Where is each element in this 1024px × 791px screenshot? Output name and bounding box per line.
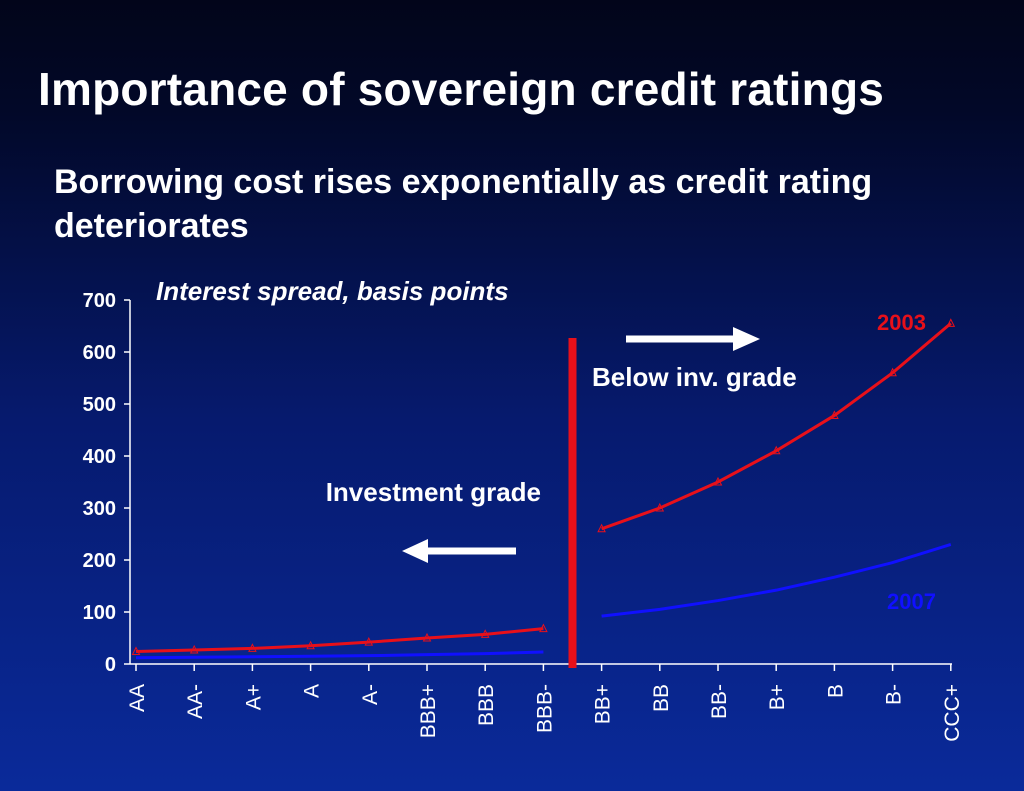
y-tick-label: 500 <box>83 394 116 416</box>
slide-title: Importance of sovereign credit ratings <box>38 63 885 115</box>
data-point-2003 <box>888 367 897 377</box>
data-point-2003 <box>771 445 781 455</box>
data-point-2003 <box>655 502 665 512</box>
x-tick-label: BB- <box>708 684 731 719</box>
x-tick-label: BB <box>650 684 673 712</box>
series-label-2007: 2007 <box>887 589 936 614</box>
y-tick-label: 600 <box>83 342 116 364</box>
x-tick-label: BBB <box>475 684 498 726</box>
x-tick-label: AA- <box>184 684 207 719</box>
below-investment-grade-label: Below inv. grade <box>592 362 797 392</box>
x-tick-label: BBB- <box>533 684 556 733</box>
data-point-2003 <box>539 623 548 633</box>
series-label-2003: 2003 <box>877 310 926 335</box>
data-point-2003 <box>306 640 315 650</box>
slide-subtitle: Borrowing cost rises exponentially as cr… <box>54 163 873 245</box>
investment-grade-label: Investment grade <box>326 477 541 507</box>
data-point-2003 <box>597 523 606 533</box>
x-tick-label: BB+ <box>592 684 615 724</box>
series-line-2003 <box>601 322 952 531</box>
data-point-2003 <box>364 637 374 646</box>
data-point-2003 <box>830 410 839 419</box>
x-tick-label: A+ <box>242 684 265 710</box>
y-axis-label: Interest spread, basis points <box>156 276 509 306</box>
data-point-2003 <box>713 476 723 486</box>
y-tick-label: 0 <box>105 654 116 676</box>
x-tick-label: A- <box>359 684 382 705</box>
y-tick-label: 100 <box>83 602 116 624</box>
x-tick-label: A <box>301 684 324 698</box>
x-tick-label: B <box>824 684 847 698</box>
x-tick-label: AA <box>126 684 149 712</box>
x-tick-label: B- <box>883 684 906 705</box>
data-point-2003 <box>480 629 490 638</box>
data-point-2003 <box>422 632 432 642</box>
y-tick-label: 700 <box>83 290 116 312</box>
right-arrow-head <box>733 327 760 351</box>
x-tick-label: B+ <box>766 684 789 710</box>
x-tick-label: CCC+ <box>941 684 964 742</box>
left-arrow-head <box>402 539 428 563</box>
x-tick-label: BBB+ <box>417 684 440 738</box>
y-tick-label: 400 <box>83 446 116 468</box>
y-tick-label: 300 <box>83 498 116 520</box>
series-line-2007 <box>135 650 544 660</box>
data-point-2003 <box>248 643 257 652</box>
series-line-2003 <box>135 627 544 654</box>
data-point-2003 <box>131 646 141 656</box>
data-point-2003 <box>946 318 956 327</box>
data-point-2003 <box>189 644 199 654</box>
series-line-2007 <box>601 542 952 618</box>
y-tick-label: 200 <box>83 550 116 572</box>
